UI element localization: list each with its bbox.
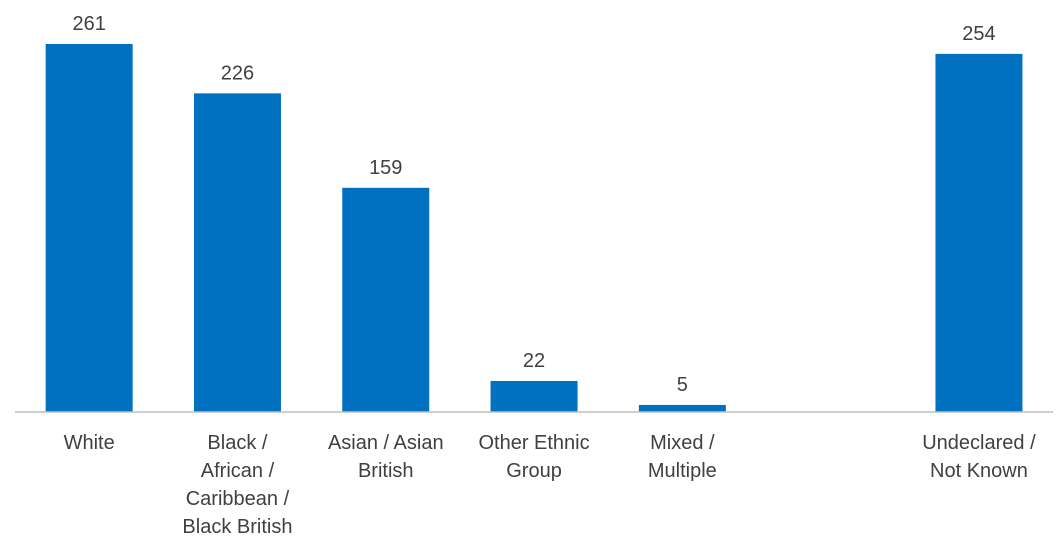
bar-4 xyxy=(638,404,726,412)
category-label-line: Black / xyxy=(207,432,267,454)
category-label-3: Other Ethnic Group xyxy=(478,432,589,482)
category-labels-group: White Black / African / Caribbean / Black Br… xyxy=(64,432,1037,536)
category-label-line: Asian / Asian xyxy=(328,432,444,454)
bar-1 xyxy=(193,93,281,412)
value-label-4: 5 xyxy=(677,374,688,396)
category-label-4: Mixed / Multiple xyxy=(648,432,717,482)
category-label-2: Asian / Asian British xyxy=(328,432,444,482)
value-label-1: 226 xyxy=(221,62,254,84)
value-labels-group: 261 226 159 22 5 254 xyxy=(72,13,995,396)
bars-group xyxy=(45,44,1023,413)
category-label-line: White xyxy=(64,432,115,454)
category-label-line: Multiple xyxy=(648,460,717,482)
category-label-6: Undeclared / Not Known xyxy=(922,432,1036,482)
category-label-line: Undeclared / xyxy=(922,432,1036,454)
value-label-3: 22 xyxy=(523,350,545,372)
category-label-0: White xyxy=(64,432,115,454)
category-label-line: British xyxy=(358,460,414,482)
category-label-line: African / xyxy=(201,460,275,482)
category-label-line: Group xyxy=(506,460,562,482)
bar-0 xyxy=(45,44,133,412)
category-label-line: Not Known xyxy=(930,460,1028,482)
value-label-2: 159 xyxy=(369,157,402,179)
value-label-6: 254 xyxy=(962,23,995,45)
category-label-line: Caribbean / xyxy=(186,488,290,510)
category-label-line: Black British xyxy=(182,516,292,536)
value-label-0: 261 xyxy=(72,13,105,35)
category-label-1: Black / African / Caribbean / Black British xyxy=(182,432,292,536)
category-label-line: Mixed / xyxy=(650,432,715,454)
bar-2 xyxy=(342,187,430,412)
category-label-line: Other Ethnic xyxy=(478,432,589,454)
bar-6 xyxy=(935,53,1023,413)
bar-3 xyxy=(490,380,578,412)
